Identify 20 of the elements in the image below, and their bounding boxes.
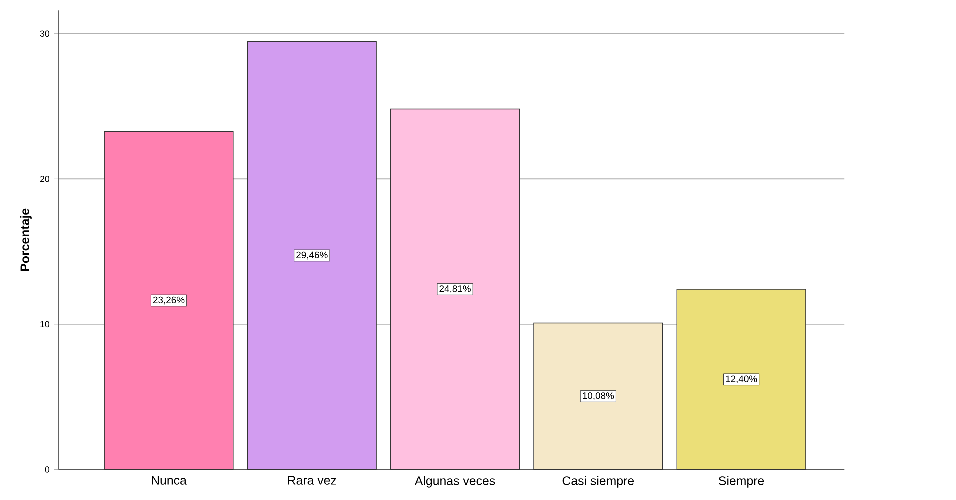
bar (247, 41, 377, 470)
bar (534, 322, 664, 470)
x-tick-label: Casi siempre (562, 476, 634, 488)
y-tick-label: 0 (45, 466, 50, 473)
x-tick-label: Siempre (719, 476, 764, 488)
data-label: 12,40% (726, 376, 758, 384)
y-tick-label: 30 (40, 30, 50, 38)
x-tick-label: Rara vez (288, 476, 336, 485)
data-label: 29,46% (296, 252, 328, 260)
y-tick-label: 20 (40, 176, 50, 182)
bar (676, 289, 806, 470)
bar (390, 108, 520, 470)
data-label: 24,81% (440, 286, 471, 294)
x-tick-label: Nunca (152, 476, 187, 485)
bar (104, 132, 234, 470)
data-label: 10,08% (583, 392, 614, 400)
x-tick-label: Algunas veces (414, 476, 496, 488)
y-axis-title: Porcentaje (20, 208, 32, 272)
y-tick-label: 10 (40, 321, 50, 328)
data-label: 23,26% (153, 296, 185, 305)
